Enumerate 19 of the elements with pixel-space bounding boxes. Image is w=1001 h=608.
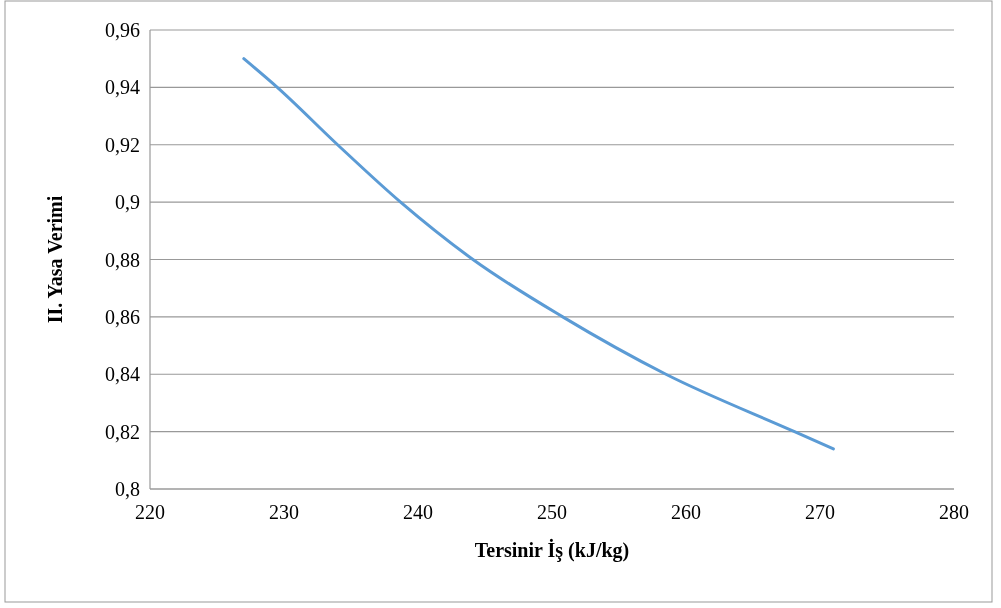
x-tick-label: 260 bbox=[671, 501, 701, 523]
y-tick-label: 0,92 bbox=[105, 133, 140, 156]
line-series bbox=[242, 57, 835, 451]
y-tick-label: 0,82 bbox=[105, 420, 140, 443]
y-axis-title: II. Yasa Verimi bbox=[44, 195, 66, 324]
y-tick-label: 0,96 bbox=[105, 19, 140, 41]
y-tick-label: 0,94 bbox=[105, 76, 140, 99]
x-tick-label: 240 bbox=[403, 501, 433, 523]
y-tick-label: 0,9 bbox=[115, 191, 140, 214]
x-tick-label: 280 bbox=[939, 501, 969, 523]
x-tick-label: 230 bbox=[269, 501, 299, 523]
x-tick-label: 250 bbox=[537, 501, 567, 523]
y-tick-label: 0,8 bbox=[115, 478, 140, 500]
y-tick-label: 0,88 bbox=[105, 248, 140, 271]
y-tick-label: 0,84 bbox=[105, 363, 140, 386]
x-tick-label: 270 bbox=[805, 501, 835, 523]
x-tick-label: 220 bbox=[135, 501, 165, 523]
y-tick-label: 0,86 bbox=[105, 305, 140, 328]
x-axis-title: Tersinir İş (kJ/kg) bbox=[474, 538, 630, 562]
